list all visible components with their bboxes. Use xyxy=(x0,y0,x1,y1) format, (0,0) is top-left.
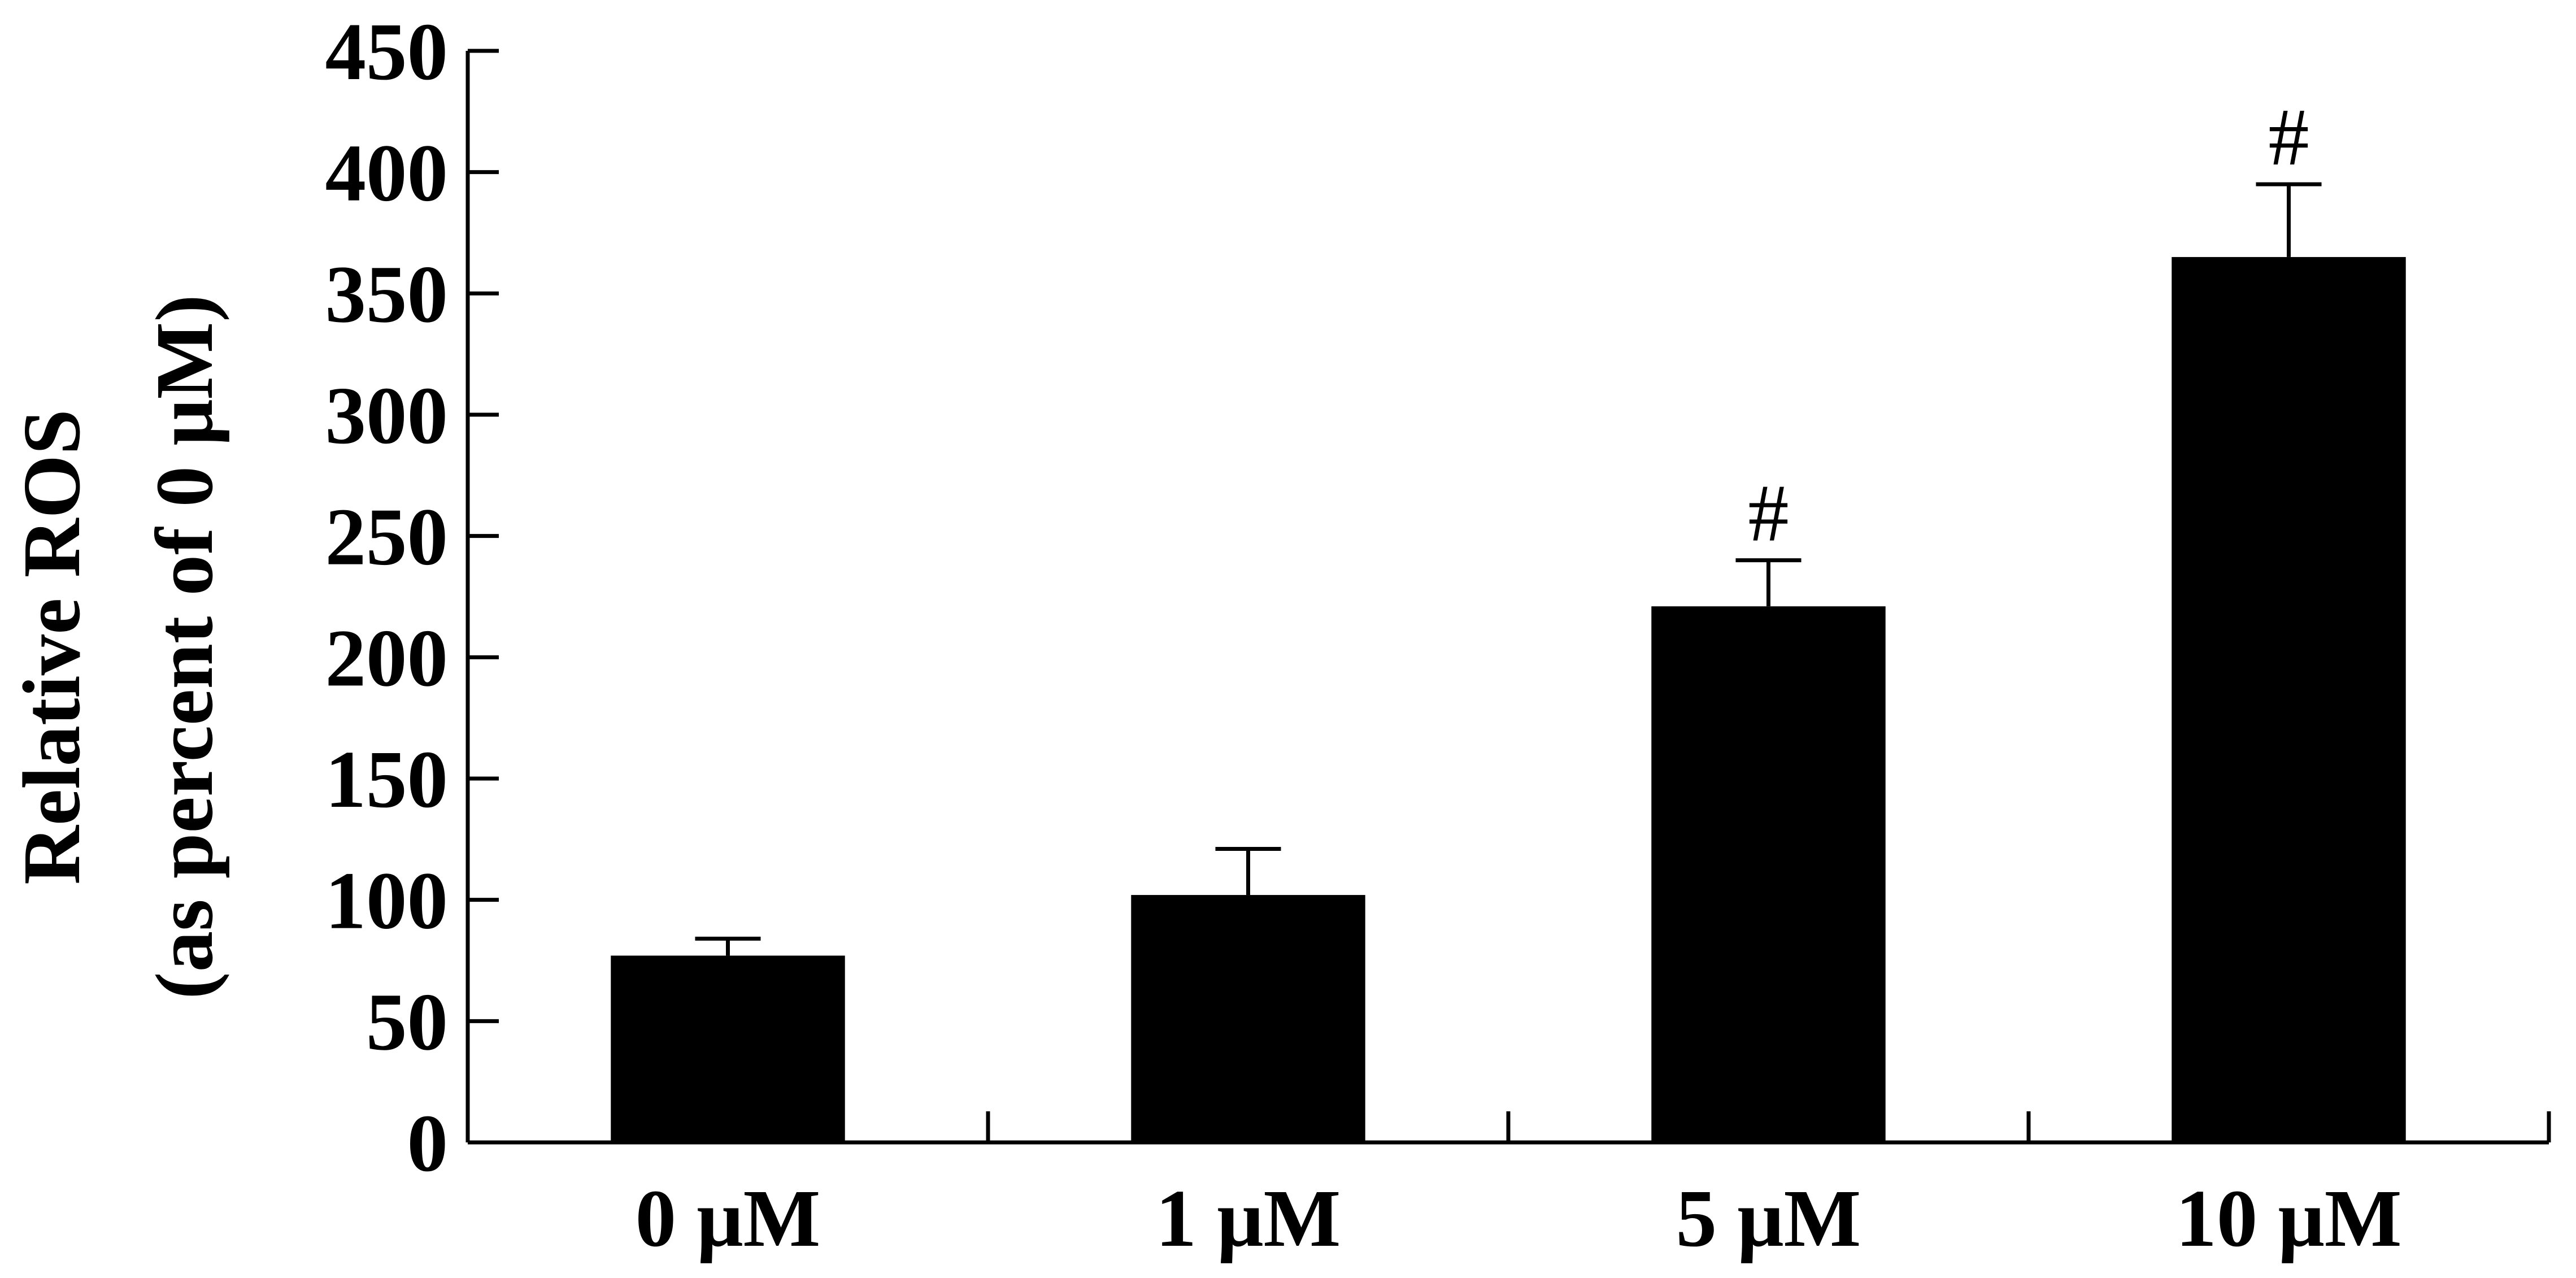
y-tick-label: 250 xyxy=(325,492,449,583)
y-tick-label: 200 xyxy=(325,613,449,703)
bars xyxy=(611,257,2406,1142)
y-axis-title-line2: (as percent of 0 μM) xyxy=(140,294,230,999)
bar xyxy=(2172,257,2406,1142)
y-axis-title-line1: Relative ROS xyxy=(7,409,97,885)
x-category-label: 10 μM xyxy=(2175,1173,2401,1264)
bar xyxy=(1131,895,1365,1142)
significance-mark: # xyxy=(2268,92,2309,182)
y-tick-label: 300 xyxy=(325,371,449,461)
y-tick-label: 100 xyxy=(325,856,449,946)
significance-mark: # xyxy=(1748,468,1789,559)
y-tick-label: 0 xyxy=(407,1098,449,1189)
y-axis-title: Relative ROS (as percent of 0 μM) xyxy=(7,294,230,999)
bar xyxy=(611,955,845,1142)
bar xyxy=(1651,606,1886,1142)
y-tick-label: 350 xyxy=(325,249,449,340)
x-category-label: 5 μM xyxy=(1676,1173,1861,1264)
y-axis-ticks: 0 50 100 150 200 250 300 350 400 450 xyxy=(325,7,499,1189)
x-category-label: 1 μM xyxy=(1156,1173,1341,1264)
y-tick-label: 50 xyxy=(366,977,448,1067)
significance-annotations: ## xyxy=(1748,92,2309,558)
category-labels: 0 μM 1 μM 5 μM 10 μM xyxy=(636,1173,2402,1264)
x-axis-ticks xyxy=(986,1111,2551,1142)
error-bars xyxy=(695,182,2322,956)
y-tick-label: 450 xyxy=(325,7,449,97)
x-category-label: 0 μM xyxy=(636,1173,821,1264)
y-tick-label: 400 xyxy=(325,128,449,219)
y-tick-label: 150 xyxy=(325,734,449,825)
